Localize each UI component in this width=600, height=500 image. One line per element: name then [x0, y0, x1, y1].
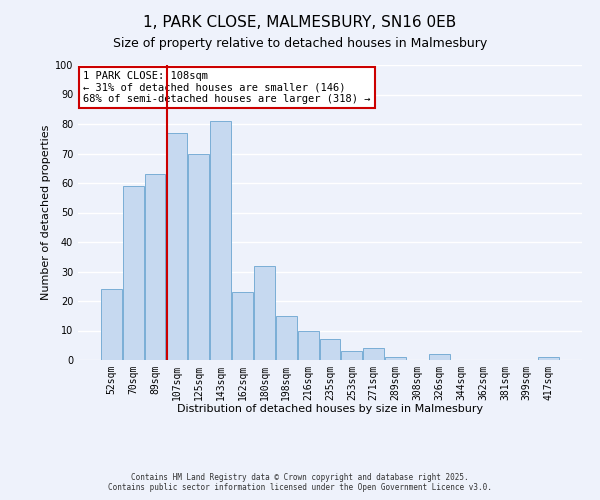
Bar	[276, 316, 296, 360]
Bar	[364, 348, 384, 360]
Bar	[145, 174, 166, 360]
Bar	[341, 351, 362, 360]
Text: 1 PARK CLOSE: 108sqm
← 31% of detached houses are smaller (146)
68% of semi-deta: 1 PARK CLOSE: 108sqm ← 31% of detached h…	[83, 71, 371, 104]
Bar	[123, 186, 143, 360]
Bar	[429, 354, 450, 360]
Bar	[320, 340, 340, 360]
Bar	[232, 292, 253, 360]
Text: 1, PARK CLOSE, MALMESBURY, SN16 0EB: 1, PARK CLOSE, MALMESBURY, SN16 0EB	[143, 15, 457, 30]
Bar	[101, 289, 122, 360]
Bar	[188, 154, 209, 360]
X-axis label: Distribution of detached houses by size in Malmesbury: Distribution of detached houses by size …	[177, 404, 483, 414]
Bar	[210, 121, 231, 360]
Bar	[254, 266, 275, 360]
Bar	[538, 357, 559, 360]
Text: Contains HM Land Registry data © Crown copyright and database right 2025.
Contai: Contains HM Land Registry data © Crown c…	[108, 473, 492, 492]
Bar	[385, 357, 406, 360]
Y-axis label: Number of detached properties: Number of detached properties	[41, 125, 50, 300]
Bar	[298, 330, 319, 360]
Bar	[167, 133, 187, 360]
Text: Size of property relative to detached houses in Malmesbury: Size of property relative to detached ho…	[113, 38, 487, 51]
